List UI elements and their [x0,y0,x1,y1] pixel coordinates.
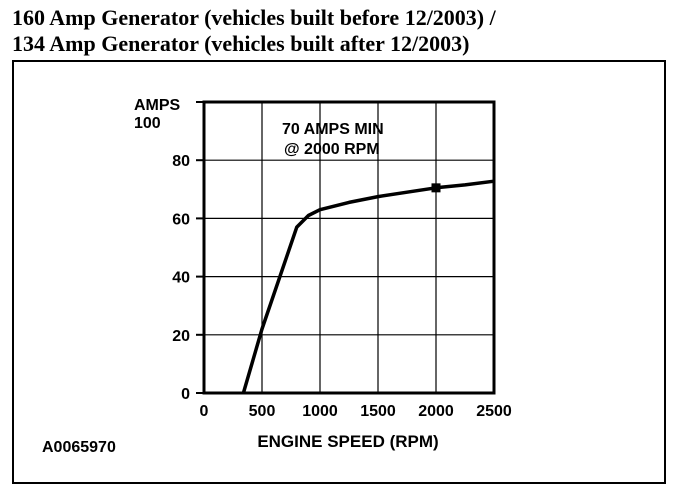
x-tick-label: 500 [249,403,276,420]
y-tick-label: 20 [172,328,190,345]
annotation-line-1: 70 AMPS MIN [282,121,384,138]
y-axis-label: AMPS [134,97,181,114]
y-tick-label: 0 [181,386,190,403]
figure-frame: 0 20 40 60 80 100 0 500 1000 1500 2000 2500 AMPS E… [12,60,666,484]
data-point-marker [431,183,441,193]
series-line [241,179,495,394]
y-tick-label: 40 [172,270,190,287]
x-tick-label: 2500 [476,403,512,420]
x-tick-label: 2000 [418,403,454,420]
chart-title-line-1: 160 Amp Generator (vehicles built before… [12,5,496,30]
plot-area [202,100,496,395]
x-axis-label: ENGINE SPEED (RPM) [257,432,438,451]
y-axis: 0 20 40 60 80 100 [134,101,204,403]
x-tick-label: 1500 [360,403,396,420]
grid [196,102,494,393]
x-tick-label: 1000 [302,403,338,420]
y-tick-label: 80 [172,153,190,170]
figure-id: A0065970 [42,439,116,456]
generator-output-chart: 0 20 40 60 80 100 0 500 1000 1500 2000 2500 AMPS E… [42,97,512,456]
chart-title-line-2: 134 Amp Generator (vehicles built after … [12,31,470,56]
annotation-line-2: @ 2000 RPM [284,141,380,158]
y-tick-label: 60 [172,211,190,228]
x-tick-label: 0 [200,403,209,420]
y-tick-label: 100 [134,115,161,132]
x-axis: 0 500 1000 1500 2000 2500 [200,403,512,420]
